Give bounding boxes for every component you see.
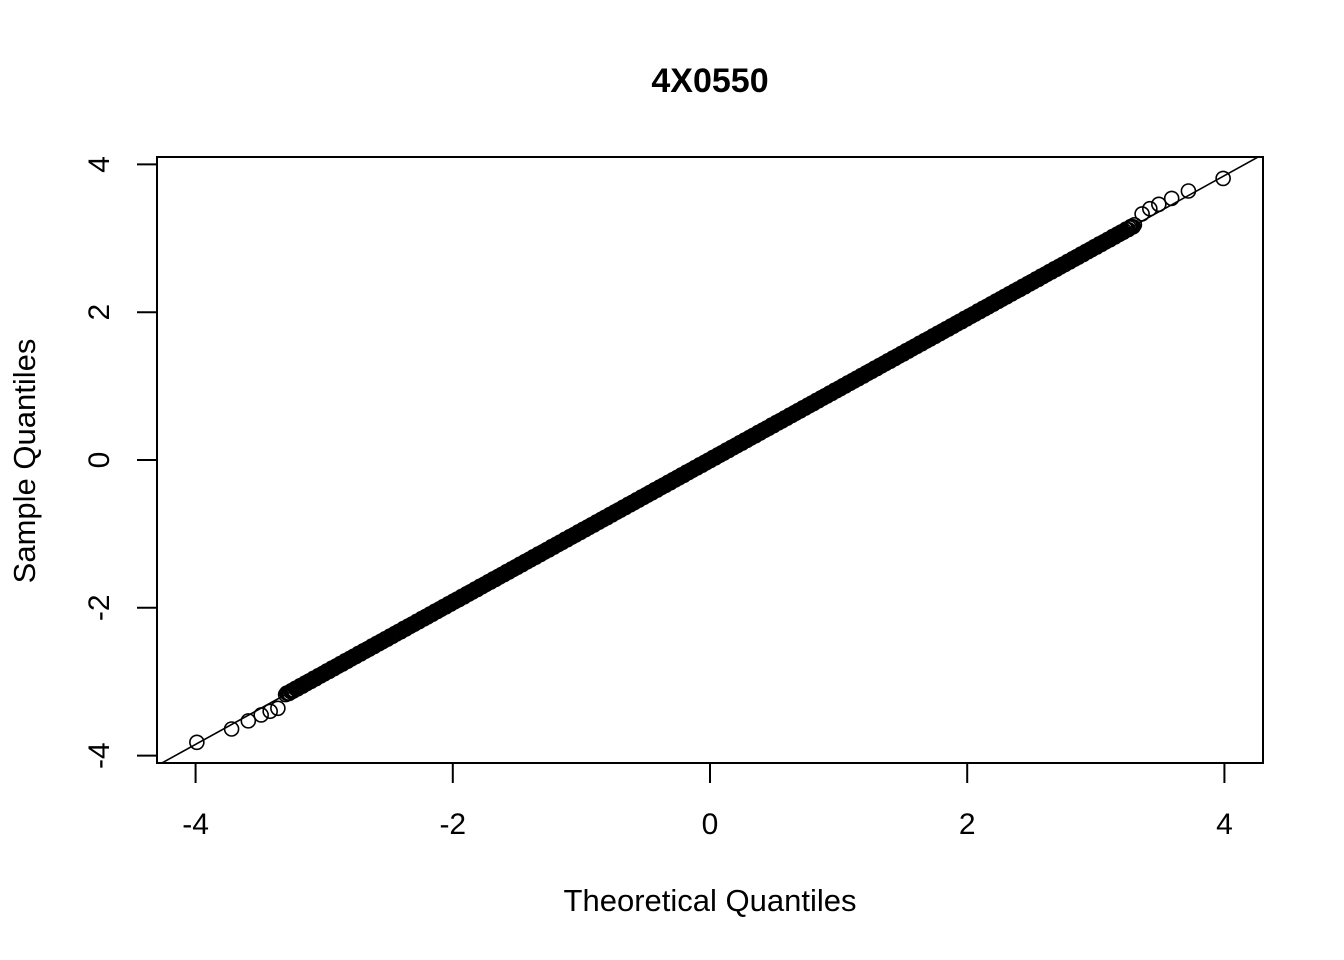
x-tick-label: 4	[1216, 808, 1233, 841]
y-axis: -4 -2 0 2 4	[83, 156, 157, 769]
y-tick-label: -4	[83, 742, 116, 769]
data-point	[1215, 170, 1231, 187]
x-axis-label: Theoretical Quantiles	[564, 883, 857, 918]
y-tick-label: 2	[83, 304, 116, 321]
data-point	[1126, 216, 1143, 233]
data-point	[1125, 218, 1141, 235]
reference-line	[160, 157, 1260, 763]
data-point	[1142, 200, 1158, 217]
x-axis: -4 -2 0 2 4	[182, 763, 1233, 841]
y-axis-label: Sample Quantiles	[7, 339, 42, 584]
data-points	[189, 170, 1231, 751]
data-point	[240, 713, 257, 729]
x-tick-label: 2	[959, 808, 976, 841]
data-point	[1163, 190, 1180, 207]
x-tick-label: 0	[702, 808, 719, 841]
data-point	[189, 734, 205, 751]
x-tick-label: -4	[182, 808, 209, 841]
y-tick-label: 4	[83, 156, 116, 173]
data-point	[262, 703, 278, 720]
chart-title: 4X0550	[651, 62, 768, 100]
data-point	[270, 700, 286, 717]
y-tick-label: 0	[83, 452, 116, 469]
x-tick-label: -2	[439, 808, 466, 841]
y-tick-label: -2	[83, 594, 116, 621]
